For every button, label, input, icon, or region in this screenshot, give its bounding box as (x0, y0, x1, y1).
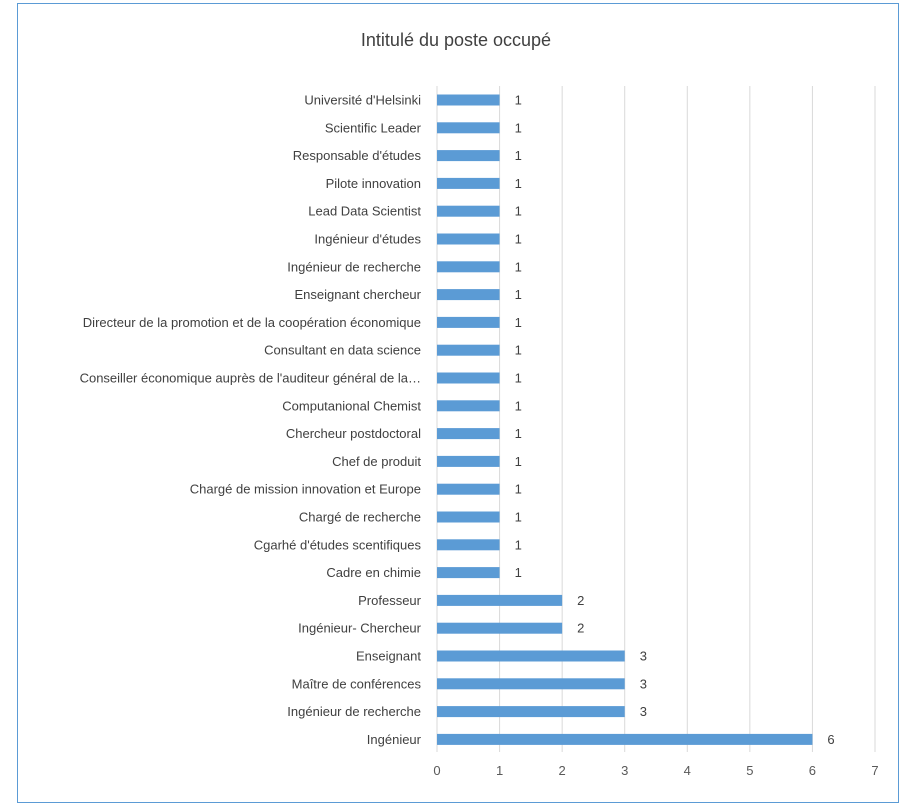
value-label: 1 (515, 315, 522, 330)
category-label: Enseignant (356, 649, 421, 664)
bar (437, 455, 500, 467)
category-label: Ingénieur de recherche (287, 259, 421, 274)
value-label: 6 (827, 732, 834, 747)
bar (437, 316, 500, 328)
value-label: 1 (515, 204, 522, 219)
bar (437, 622, 563, 634)
bar (437, 344, 500, 356)
value-label: 1 (515, 287, 522, 302)
value-label: 1 (515, 148, 522, 163)
bar (437, 594, 563, 606)
bar (437, 122, 500, 134)
value-label: 1 (515, 537, 522, 552)
value-label: 1 (515, 176, 522, 191)
category-label: Directeur de la promotion et de la coopé… (83, 315, 421, 330)
bar (437, 539, 500, 551)
x-tick-label: 3 (621, 763, 628, 778)
grid-lines (436, 86, 876, 752)
value-label: 1 (515, 232, 522, 247)
category-label: Scientific Leader (325, 120, 422, 135)
bar (437, 150, 500, 162)
x-tick-label: 4 (684, 763, 691, 778)
x-tick-label: 2 (559, 763, 566, 778)
x-tick-label: 7 (871, 763, 878, 778)
category-label: Ingénieur- Chercheur (298, 621, 422, 636)
value-label: 1 (515, 454, 522, 469)
bar (437, 678, 625, 690)
bar (437, 400, 500, 412)
bar (437, 372, 500, 384)
value-label: 1 (515, 426, 522, 441)
value-label: 1 (515, 482, 522, 497)
value-label: 2 (577, 593, 584, 608)
category-label: Cadre en chimie (326, 565, 421, 580)
value-label: 3 (640, 704, 647, 719)
value-label: 2 (577, 621, 584, 636)
bar (437, 261, 500, 273)
category-label: Cgarhé d'études scentifiques (254, 537, 422, 552)
value-label: 1 (515, 93, 522, 108)
category-label: Lead Data Scientist (308, 204, 421, 219)
category-label: Université d'Helsinki (304, 93, 421, 108)
bar (437, 567, 500, 579)
category-label: Computanional Chemist (282, 398, 421, 413)
x-tick-label: 1 (496, 763, 503, 778)
value-label: 1 (515, 398, 522, 413)
value-labels: 1 1 1 1 1 1 1 1 1 1 1 1 1 1 1 1 1 1 2 2 3 3 3 6 (515, 93, 835, 747)
chart-title: Intitulé du poste occupé (360, 30, 552, 50)
category-label: Consultant en data science (264, 343, 421, 358)
bar (437, 94, 500, 106)
value-label: 1 (515, 120, 522, 135)
value-label: 1 (515, 371, 522, 386)
bar (437, 205, 500, 217)
category-label: Conseiller économique auprès de l'audite… (80, 371, 421, 386)
category-label: Enseignant chercheur (295, 287, 422, 302)
bar (437, 733, 813, 745)
category-label: Chargé de recherche (299, 510, 421, 525)
category-label: Ingénieur (367, 732, 422, 747)
value-label: 1 (515, 343, 522, 358)
category-label: Maître de conférences (292, 676, 422, 691)
bar (437, 706, 625, 718)
bar (437, 233, 500, 245)
category-label: Chef de produit (332, 454, 421, 469)
bar (437, 650, 625, 662)
bars (437, 94, 813, 745)
value-label: 3 (640, 676, 647, 691)
value-label: 1 (515, 565, 522, 580)
bar (437, 511, 500, 523)
bar (437, 428, 500, 440)
x-tick-label: 0 (433, 763, 440, 778)
bar (437, 483, 500, 495)
x-tick-label: 5 (746, 763, 753, 778)
value-label: 1 (515, 510, 522, 525)
value-label: 3 (640, 649, 647, 664)
bar (437, 289, 500, 301)
category-labels: Université d'Helsinki Scientific Leader Re… (80, 93, 422, 747)
category-label: Chercheur postdoctoral (286, 426, 421, 441)
category-label: Ingénieur d'études (314, 232, 421, 247)
category-label: Ingénieur de recherche (287, 704, 421, 719)
category-label: Pilote innovation (326, 176, 421, 191)
category-label: Professeur (358, 593, 422, 608)
value-label: 1 (515, 259, 522, 274)
bar (437, 177, 500, 189)
x-tick-label: 6 (809, 763, 816, 778)
x-axis-tick-labels: 0 1 2 3 4 5 6 7 (433, 763, 878, 778)
category-label: Chargé de mission innovation et Europe (190, 482, 421, 497)
category-label: Responsable d'études (293, 148, 422, 163)
